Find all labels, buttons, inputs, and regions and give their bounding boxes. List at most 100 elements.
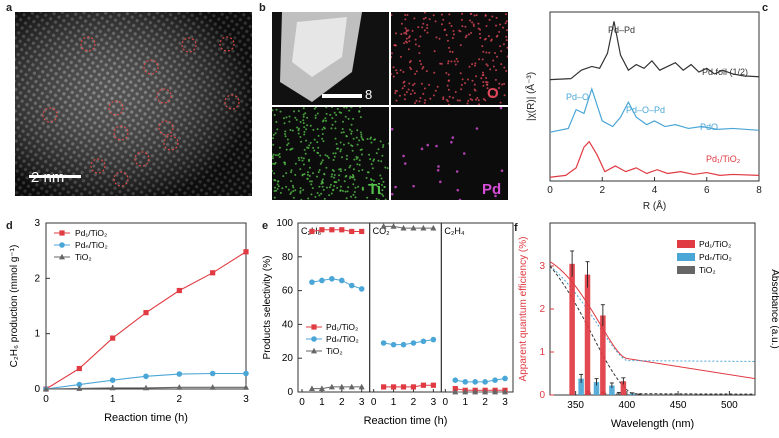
eds-dot — [286, 143, 289, 146]
eds-dot — [424, 99, 427, 102]
eds-dot — [415, 70, 418, 73]
eds-dot — [407, 48, 410, 51]
eds-dot — [426, 27, 429, 30]
eds-dot — [353, 178, 356, 181]
eds-dot — [382, 143, 385, 146]
series-line-2 — [549, 140, 760, 178]
eds-dot — [336, 186, 339, 189]
eds-dot — [492, 59, 495, 62]
eds-dot — [283, 163, 286, 166]
eds-dot — [321, 181, 324, 184]
eds-dot — [383, 186, 386, 189]
eds-map-ti-dots — [272, 107, 389, 200]
eds-dot — [361, 187, 364, 190]
eds-dot — [453, 60, 456, 63]
eds-dot — [464, 82, 467, 85]
eds-dot — [309, 180, 312, 183]
eds-dot — [401, 87, 404, 90]
eds-dot — [494, 52, 497, 55]
eds-dot — [408, 61, 411, 64]
data-point — [109, 377, 116, 383]
eds-dot — [391, 127, 394, 131]
eds-dot — [448, 95, 451, 98]
x-tick-label: 1 — [391, 397, 397, 408]
eds-dot — [466, 102, 469, 105]
bar — [616, 393, 622, 395]
eds-dot — [461, 12, 464, 15]
eds-dot — [341, 189, 344, 192]
eds-dot — [478, 58, 481, 61]
eds-dot — [479, 28, 482, 31]
eds-dot — [297, 156, 300, 159]
eds-dot — [394, 44, 397, 47]
eds-dot — [322, 188, 325, 191]
eds-dot — [320, 182, 323, 185]
eds-dot — [464, 36, 467, 39]
eds-dot — [470, 31, 473, 34]
data-point — [349, 228, 355, 235]
eds-dot — [273, 162, 276, 165]
eds-dot — [439, 62, 442, 65]
eds-dot — [304, 112, 307, 115]
eds-dot — [471, 98, 474, 101]
eds-dot — [345, 158, 348, 161]
absorbance-pd1 — [549, 261, 756, 380]
eds-dot — [322, 140, 325, 143]
eds-dot — [414, 72, 417, 75]
data-point — [420, 382, 427, 388]
eds-dot — [310, 193, 313, 196]
data-point — [243, 384, 249, 390]
eds-dot — [297, 109, 300, 112]
eds-dot — [321, 178, 324, 181]
data-point — [348, 383, 355, 390]
eds-dot — [482, 81, 485, 84]
x-tick-label: 1 — [462, 397, 468, 408]
eds-dot — [494, 78, 497, 81]
eds-dot — [482, 71, 485, 74]
eds-dot — [272, 157, 275, 160]
data-point — [420, 338, 427, 345]
eds-dot — [284, 130, 287, 133]
eds-dot — [467, 33, 470, 36]
eds-dot — [347, 186, 350, 189]
eds-dot — [418, 100, 421, 103]
eds-dot — [302, 157, 305, 160]
eds-dot — [344, 190, 347, 193]
eds-scale-label: 8 nm — [365, 87, 383, 105]
eds-dot — [391, 52, 393, 55]
eds-dot — [500, 169, 504, 173]
eds-dot — [273, 172, 276, 175]
data-point — [176, 384, 183, 390]
bar — [569, 263, 575, 395]
eds-dot — [317, 134, 320, 137]
data-point — [358, 286, 365, 292]
eds-dot — [312, 128, 315, 131]
eds-dot — [318, 194, 321, 197]
data-point — [462, 388, 469, 395]
eds-dot — [343, 107, 346, 109]
eds-dot — [321, 159, 324, 162]
eds-dot — [449, 50, 452, 53]
series-line-1 — [549, 87, 760, 133]
eds-dot — [473, 88, 476, 91]
subpanel-frame — [297, 222, 371, 393]
eds-dot — [400, 22, 403, 25]
eds-dot — [355, 136, 358, 139]
eds-dot — [356, 143, 359, 146]
eds-dot — [414, 38, 417, 41]
eds-dot — [486, 87, 489, 90]
eds-dot — [426, 31, 429, 34]
eds-dot — [404, 27, 407, 30]
eds-dot — [475, 98, 478, 101]
eds-dot — [356, 163, 359, 166]
eds-dot — [290, 169, 293, 172]
eds-dot — [370, 163, 373, 166]
eds-dot — [422, 17, 425, 20]
eds-dot — [272, 109, 274, 112]
data-point — [318, 385, 325, 392]
eds-dot — [456, 99, 459, 102]
eds-dot — [306, 124, 309, 127]
eds-dot — [346, 190, 349, 193]
eds-dot — [294, 116, 297, 119]
x-tick-label: 8 — [756, 185, 762, 196]
